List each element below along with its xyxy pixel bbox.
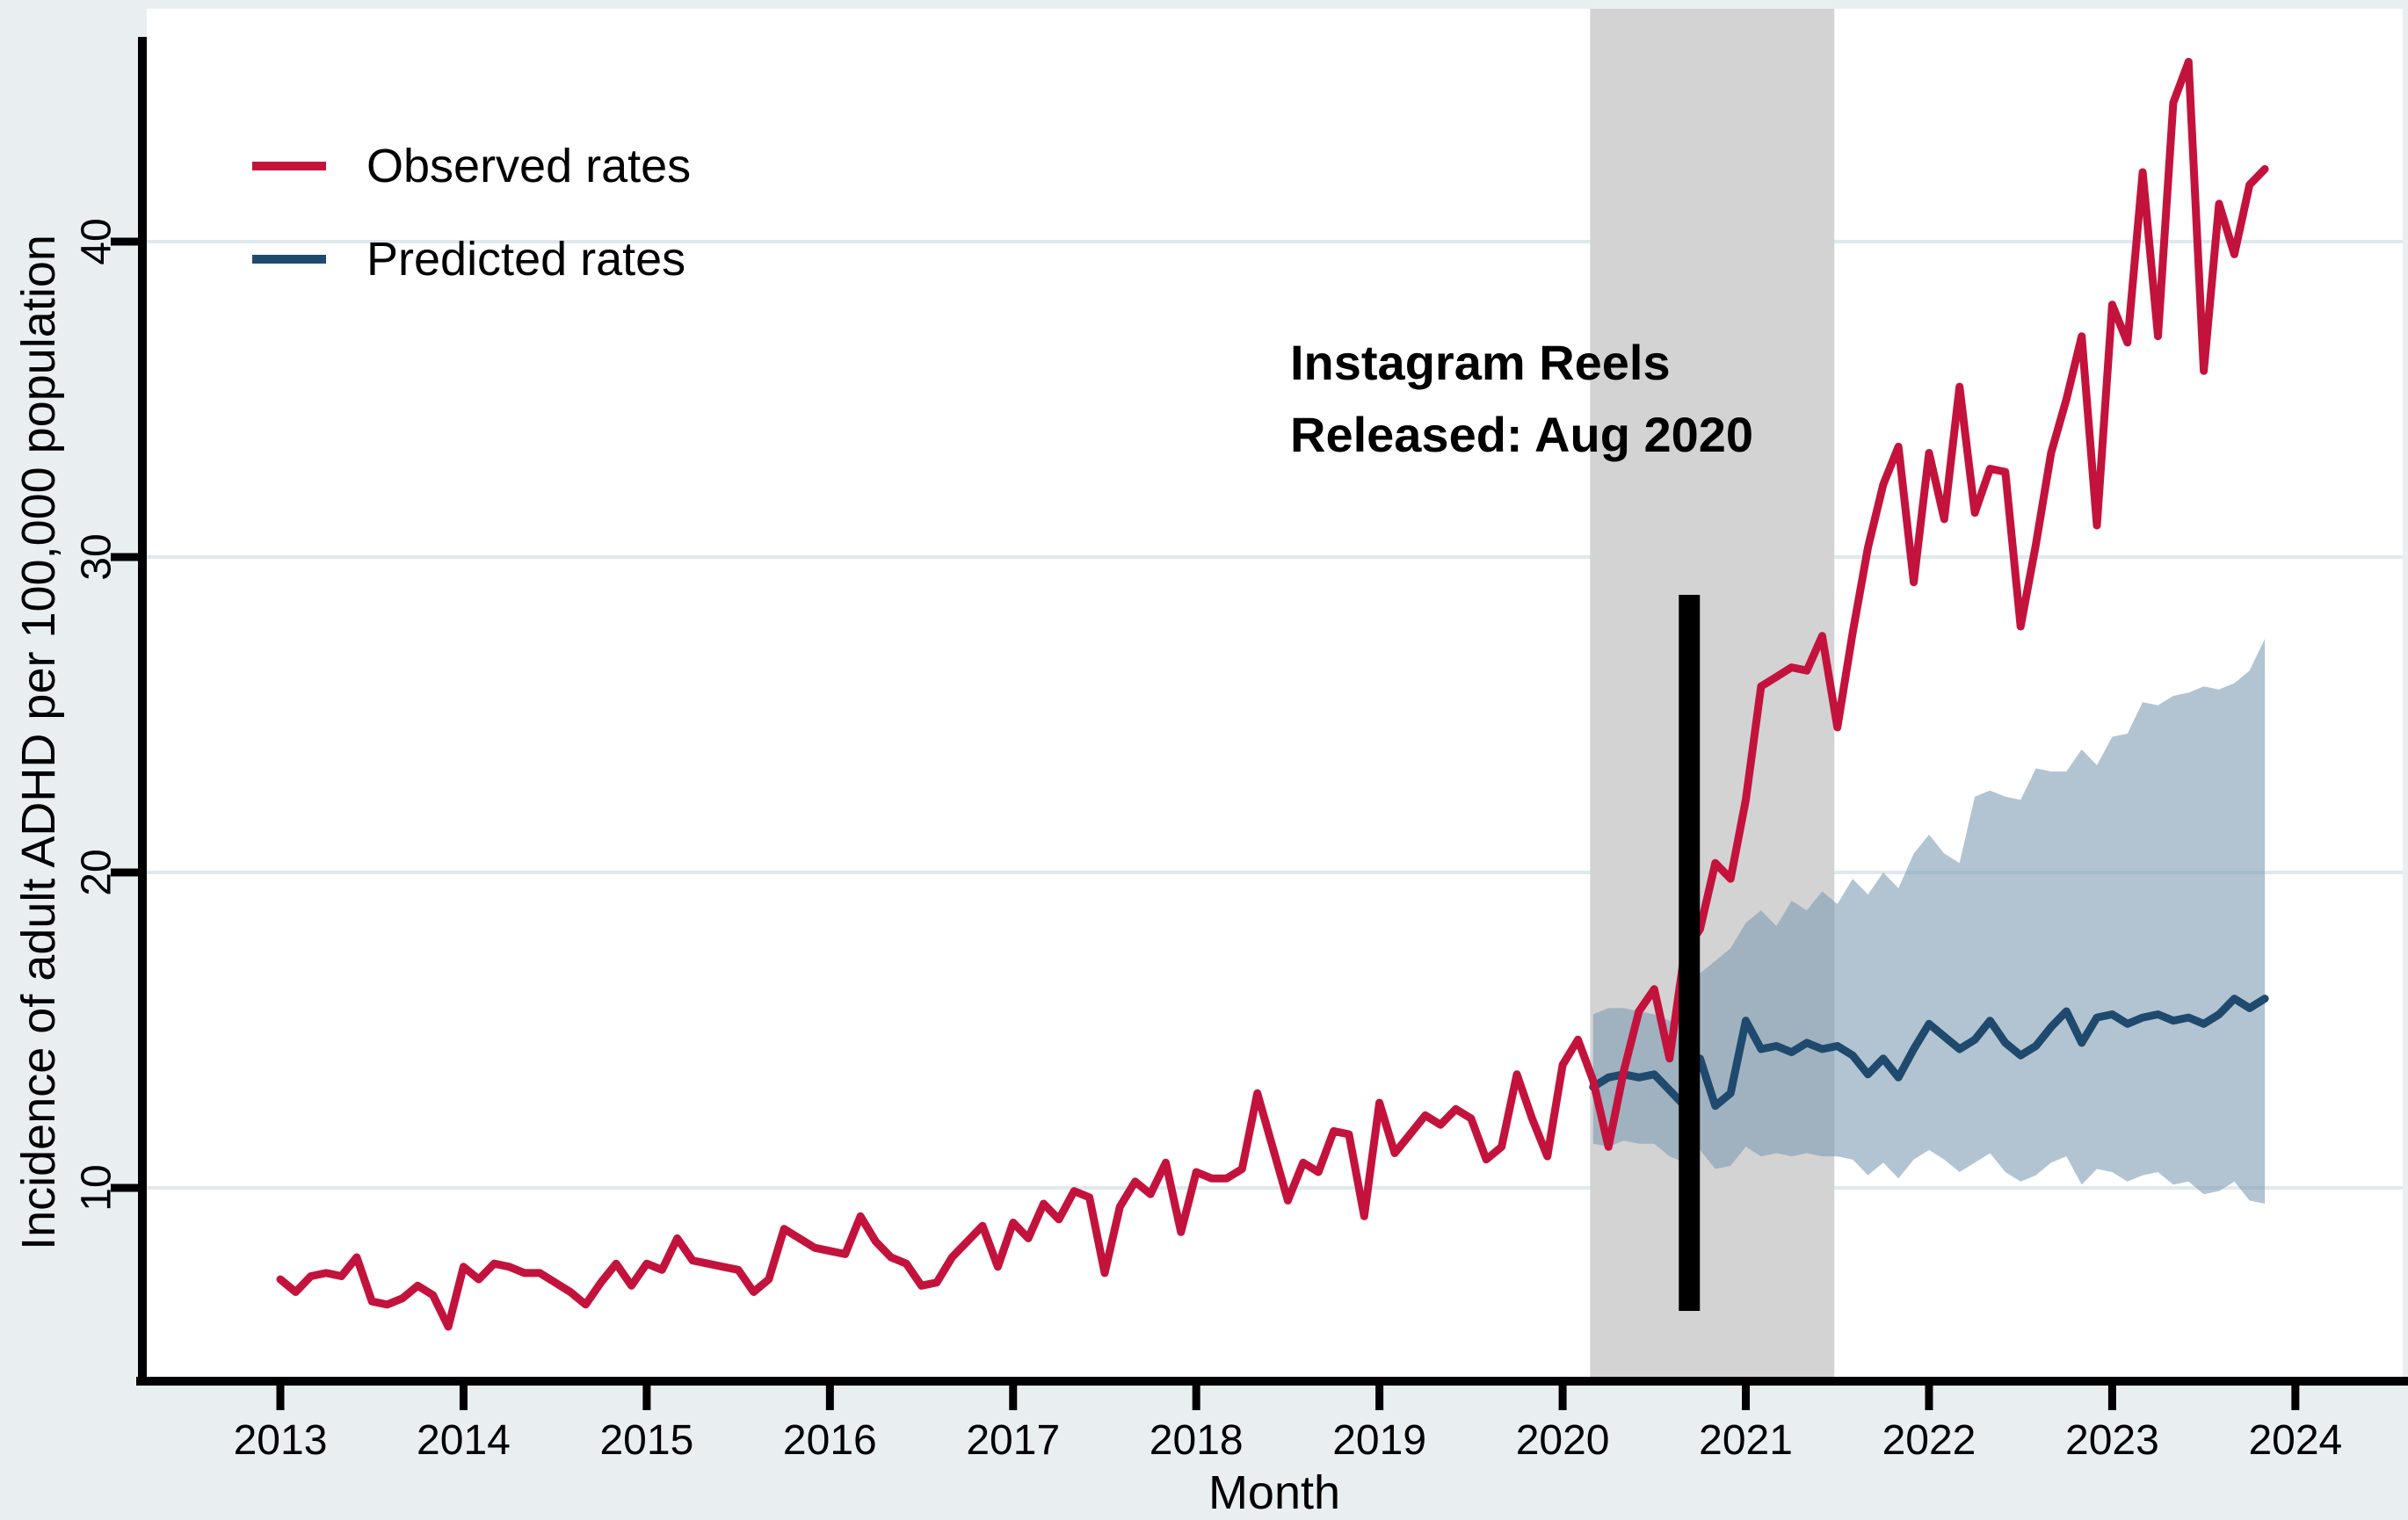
y-tick-label-20: 20 — [73, 849, 120, 896]
x-tick-label-2015: 2015 — [599, 1417, 694, 1464]
x-tick-2020 — [1558, 1386, 1567, 1410]
x-tick-label-2020: 2020 — [1515, 1417, 1610, 1464]
event-marker-bar — [1679, 595, 1701, 1312]
gridline-y-10 — [147, 1186, 2403, 1190]
event-annotation-line1: Instagram Reels — [1290, 335, 1671, 390]
y-tick-label-10: 10 — [73, 1164, 120, 1212]
x-tick-2021 — [1742, 1386, 1751, 1410]
x-tick-label-2022: 2022 — [1882, 1417, 1976, 1464]
x-tick-label-2013: 2013 — [233, 1417, 328, 1464]
x-tick-2022 — [1925, 1386, 1933, 1410]
y-tick-10 — [111, 1183, 138, 1192]
legend-item-observed: Observed rates — [252, 139, 691, 193]
legend: Observed rates Predicted rates — [252, 139, 691, 286]
covid-period-shading — [1590, 9, 1835, 1377]
event-annotation: Instagram Reels Released: Aug 2020 — [1290, 327, 1753, 471]
x-tick-2023 — [2107, 1386, 2116, 1410]
x-tick-label-2024: 2024 — [2248, 1417, 2343, 1464]
predicted-line-swatch — [252, 255, 326, 264]
gridline-y-40 — [147, 240, 2403, 243]
x-tick-2019 — [1375, 1386, 1384, 1410]
observed-line-swatch — [252, 162, 326, 170]
x-tick-2017 — [1009, 1386, 1018, 1410]
event-annotation-line2: Released: Aug 2020 — [1290, 407, 1754, 462]
x-tick-label-2019: 2019 — [1332, 1417, 1427, 1464]
y-tick-30 — [111, 553, 138, 561]
legend-item-predicted: Predicted rates — [252, 232, 691, 286]
x-tick-2024 — [2291, 1386, 2300, 1410]
x-axis-line — [136, 1377, 2408, 1386]
x-tick-label-2014: 2014 — [417, 1417, 511, 1464]
legend-label-predicted: Predicted rates — [366, 233, 686, 286]
x-tick-label-2023: 2023 — [2065, 1417, 2159, 1464]
x-tick-label-2018: 2018 — [1149, 1417, 1244, 1464]
legend-label-observed: Observed rates — [366, 140, 692, 192]
x-tick-label-2016: 2016 — [782, 1417, 877, 1464]
x-tick-2018 — [1192, 1386, 1200, 1410]
y-tick-label-30: 30 — [73, 533, 120, 581]
x-tick-2015 — [642, 1386, 651, 1410]
y-axis-title: Incidence of adult ADHD per 100,000 popu… — [12, 235, 65, 1250]
x-tick-2013 — [276, 1386, 285, 1410]
x-tick-2014 — [459, 1386, 468, 1410]
y-tick-label-40: 40 — [73, 218, 120, 265]
observed-rates-line — [276, 57, 2269, 1331]
y-tick-40 — [111, 237, 138, 246]
x-tick-label-2021: 2021 — [1699, 1417, 1793, 1464]
x-tick-label-2017: 2017 — [966, 1417, 1061, 1464]
x-axis-title: Month — [1208, 1466, 1341, 1519]
y-axis-line — [138, 37, 147, 1386]
y-tick-20 — [111, 868, 138, 877]
prediction-confidence-band — [1592, 639, 2266, 1204]
gridline-y-20 — [147, 871, 2403, 874]
predicted-rates-line — [1589, 995, 2269, 1111]
gridline-y-30 — [147, 555, 2403, 559]
x-tick-2016 — [825, 1386, 834, 1410]
